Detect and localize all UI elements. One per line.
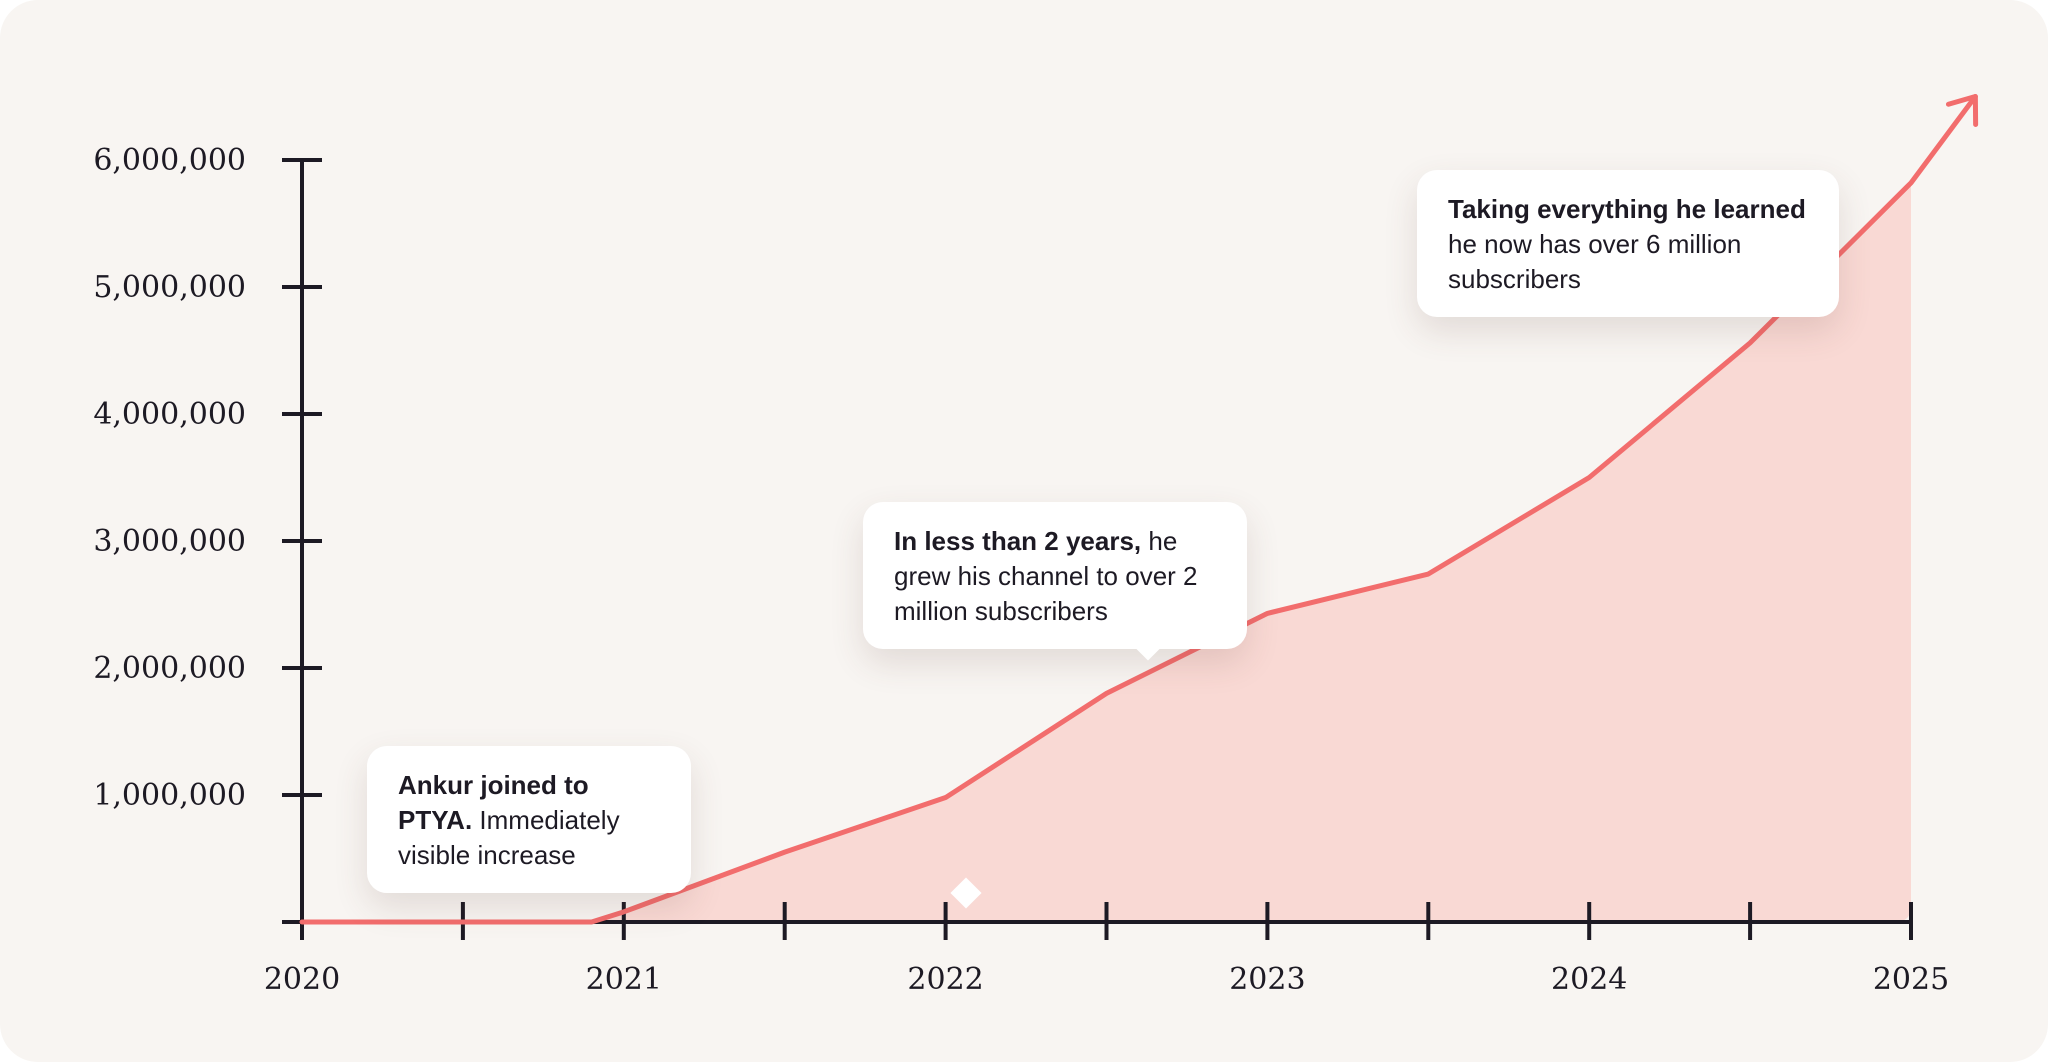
line-layer: [299, 94, 1979, 925]
y-tick-label: 3,000,000: [93, 524, 246, 559]
x-tick-label: 2022: [907, 962, 983, 997]
arrow-head: [1945, 94, 1979, 127]
annotation-callout-ptya-join: Ankur joined to PTYA. Immediately visibl…: [367, 746, 982, 909]
y-tick-label: 1,000,000: [93, 778, 246, 813]
annotation-text: he grew his channel to over 2 million su…: [894, 526, 1198, 626]
x-tick-label: 2021: [586, 962, 662, 997]
y-tick-label: 4,000,000: [93, 397, 246, 432]
x-tick-label: 2025: [1873, 962, 1949, 997]
series-area: [302, 182, 1911, 923]
x-tick-label: 2024: [1551, 962, 1627, 997]
y-tick-label: 6,000,000: [93, 143, 246, 178]
tick-labels: 1,000,000 2,000,000 3,000,000 4,000,000 5,00…: [93, 143, 1949, 997]
annotation-text: he now has over 6 million subscribers: [1448, 229, 1742, 294]
series-line: [299, 94, 1978, 925]
x-tick-label: 2023: [1229, 962, 1305, 997]
area-layer: [302, 182, 1911, 923]
annotation-bold-text: In less than 2 years,: [894, 526, 1142, 556]
annotation-text: Immediately visible increase: [398, 805, 620, 870]
annotation-bold-text: Taking everything he learned: [1448, 194, 1806, 224]
annotation-callout-2-years: In less than 2 years, he grew his channe…: [863, 502, 1247, 661]
y-tick-label: 2,000,000: [93, 651, 246, 686]
annotation-callout-6-million: Taking everything he learned he now has …: [1417, 170, 1839, 317]
annotation-bold-text: Ankur joined to PTYA.: [398, 770, 589, 835]
x-tick-label: 2020: [264, 962, 340, 997]
y-tick-label: 5,000,000: [93, 270, 246, 305]
